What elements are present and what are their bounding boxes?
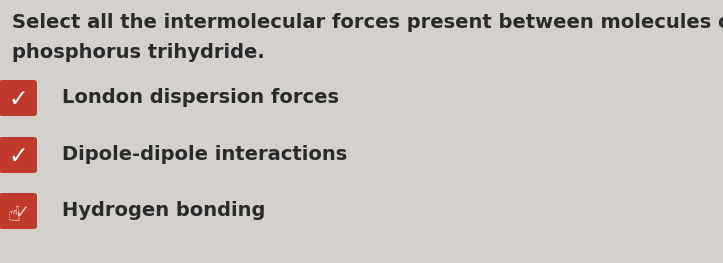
FancyBboxPatch shape (0, 193, 37, 229)
Text: ✓: ✓ (8, 144, 28, 168)
Text: ☝: ☝ (8, 205, 20, 225)
Text: Hydrogen bonding: Hydrogen bonding (62, 201, 265, 220)
Text: ✓: ✓ (8, 87, 28, 111)
Text: London dispersion forces: London dispersion forces (62, 89, 339, 108)
Text: ✓: ✓ (14, 204, 30, 222)
FancyBboxPatch shape (0, 137, 37, 173)
Text: Select all the intermolecular forces present between molecules of: Select all the intermolecular forces pre… (12, 13, 723, 32)
Text: phosphorus trihydride.: phosphorus trihydride. (12, 43, 265, 62)
FancyBboxPatch shape (0, 80, 37, 116)
Text: Dipole-dipole interactions: Dipole-dipole interactions (62, 145, 347, 164)
